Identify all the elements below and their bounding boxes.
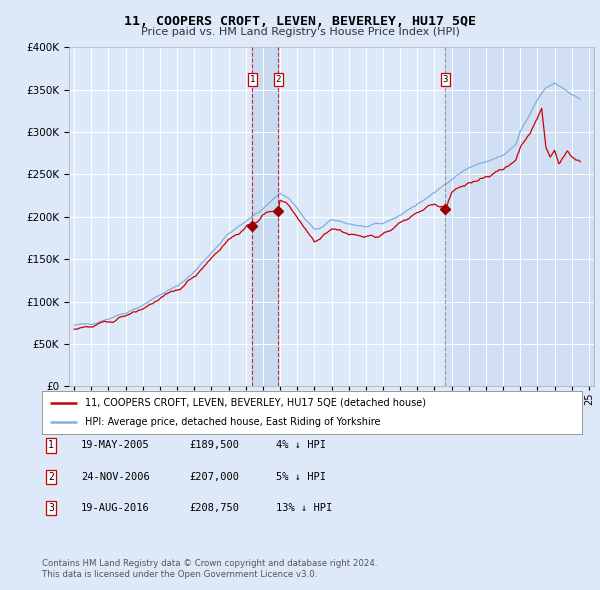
Text: 13% ↓ HPI: 13% ↓ HPI xyxy=(276,503,332,513)
Bar xyxy=(445,47,594,386)
Text: 4% ↓ HPI: 4% ↓ HPI xyxy=(276,441,326,450)
Text: £208,750: £208,750 xyxy=(189,503,239,513)
Text: 19-MAY-2005: 19-MAY-2005 xyxy=(81,441,150,450)
Text: £189,500: £189,500 xyxy=(189,441,239,450)
Text: 24-NOV-2006: 24-NOV-2006 xyxy=(81,472,150,481)
Text: 2: 2 xyxy=(48,472,54,481)
Text: Price paid vs. HM Land Registry's House Price Index (HPI): Price paid vs. HM Land Registry's House … xyxy=(140,27,460,37)
Text: Contains HM Land Registry data © Crown copyright and database right 2024.: Contains HM Land Registry data © Crown c… xyxy=(42,559,377,568)
Text: 19-AUG-2016: 19-AUG-2016 xyxy=(81,503,150,513)
Text: 1: 1 xyxy=(48,441,54,450)
Text: 3: 3 xyxy=(48,503,54,513)
Text: 1: 1 xyxy=(250,75,255,84)
Text: 5% ↓ HPI: 5% ↓ HPI xyxy=(276,472,326,481)
Text: 3: 3 xyxy=(443,75,448,84)
Text: 11, COOPERS CROFT, LEVEN, BEVERLEY, HU17 5QE: 11, COOPERS CROFT, LEVEN, BEVERLEY, HU17… xyxy=(124,15,476,28)
Bar xyxy=(252,47,278,386)
Text: HPI: Average price, detached house, East Riding of Yorkshire: HPI: Average price, detached house, East… xyxy=(85,417,381,427)
Text: £207,000: £207,000 xyxy=(189,472,239,481)
Text: This data is licensed under the Open Government Licence v3.0.: This data is licensed under the Open Gov… xyxy=(42,571,317,579)
Text: 11, COOPERS CROFT, LEVEN, BEVERLEY, HU17 5QE (detached house): 11, COOPERS CROFT, LEVEN, BEVERLEY, HU17… xyxy=(85,398,426,408)
Text: 2: 2 xyxy=(275,75,281,84)
